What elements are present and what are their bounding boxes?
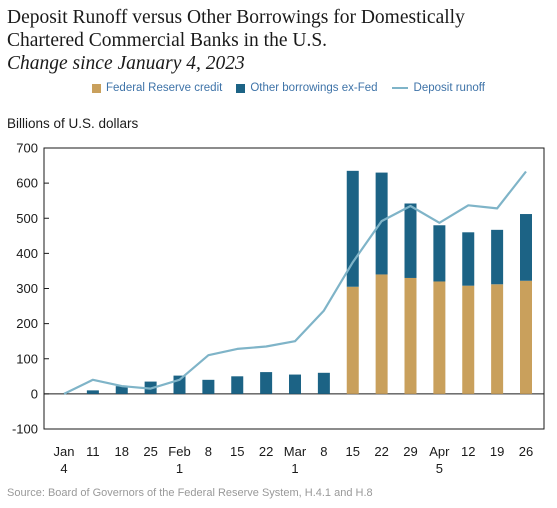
x-tick-label: 22 xyxy=(259,444,273,459)
chart-title-line-1: Deposit Runoff versus Other Borrowings f… xyxy=(7,7,465,28)
bar-fed-credit xyxy=(346,286,359,394)
y-tick-label: 0 xyxy=(31,386,38,401)
bar-other-borrowings xyxy=(231,376,244,394)
x-tick-label: 22 xyxy=(374,444,388,459)
bar-other-borrowings xyxy=(289,374,301,394)
bar-fed-credit xyxy=(491,284,504,394)
x-tick-sublabel: 1 xyxy=(176,461,183,476)
x-tick-label: 12 xyxy=(461,444,475,459)
y-tick-label: 100 xyxy=(16,351,38,366)
bar-fed-credit xyxy=(375,274,388,394)
chart-legend: Federal Reserve credit Other borrowings … xyxy=(92,82,499,94)
bar-other-borrowings xyxy=(520,214,532,281)
y-tick-label: 300 xyxy=(16,281,38,296)
x-tick-label: 15 xyxy=(346,444,360,459)
x-tick-label: 8 xyxy=(205,444,212,459)
x-tick-label: 26 xyxy=(519,444,533,459)
legend-item-other-borrowings: Other borrowings ex-Fed xyxy=(236,82,378,94)
bar-other-borrowings xyxy=(491,229,504,285)
y-tick-label: 700 xyxy=(16,141,38,156)
y-axis-label: Billions of U.S. dollars xyxy=(7,116,139,131)
bar-other-borrowings xyxy=(173,375,186,394)
x-tick-label: 15 xyxy=(230,444,244,459)
y-tick-label: -100 xyxy=(12,422,38,437)
legend-item-deposit-runoff: Deposit runoff xyxy=(391,82,485,94)
bar-fed-credit xyxy=(404,277,417,394)
bar-other-borrowings xyxy=(260,372,273,394)
legend-swatch-fed-credit xyxy=(92,83,101,93)
chart-subtitle: Change since January 4, 2023 xyxy=(7,53,245,74)
legend-item-fed-credit: Federal Reserve credit xyxy=(92,82,222,94)
y-tick-label: 200 xyxy=(16,316,38,331)
y-tick-label: 400 xyxy=(16,246,38,261)
x-tick-label: 18 xyxy=(115,444,129,459)
x-tick-label: Apr xyxy=(429,444,450,459)
legend-swatch-other-borrowings xyxy=(236,83,246,93)
bar-other-borrowings xyxy=(86,390,99,394)
legend-label-fed-credit: Federal Reserve credit xyxy=(106,82,223,94)
x-tick-label: 29 xyxy=(403,444,417,459)
bar-other-borrowings xyxy=(317,372,330,394)
x-tick-label: Feb xyxy=(168,444,190,459)
x-tick-label: 19 xyxy=(490,444,504,459)
bar-other-borrowings xyxy=(202,379,215,394)
x-tick-sublabel: 5 xyxy=(436,461,443,476)
x-tick-label: 11 xyxy=(86,444,100,459)
bar-other-borrowings xyxy=(433,225,446,282)
line-deposit-runoff xyxy=(63,170,527,395)
x-tick-label: Mar xyxy=(284,444,307,459)
y-tick-label: 600 xyxy=(16,176,38,191)
bar-other-borrowings xyxy=(375,172,388,275)
chart-title-line-2: Chartered Commercial Banks in the U.S. xyxy=(7,30,328,51)
legend-label-deposit-runoff: Deposit runoff xyxy=(413,82,485,94)
x-tick-label: 25 xyxy=(143,444,157,459)
bar-fed-credit xyxy=(520,280,532,394)
bar-other-borrowings xyxy=(115,386,128,394)
bar-other-borrowings xyxy=(462,232,475,286)
source-note: Source: Board of Governors of the Federa… xyxy=(7,487,373,499)
x-tick-sublabel: 4 xyxy=(60,461,67,476)
chart-title: Deposit Runoff versus Other Borrowings f… xyxy=(7,6,465,52)
bar-other-borrowings xyxy=(404,203,417,278)
x-tick-sublabel: 1 xyxy=(291,461,298,476)
legend-label-other-borrowings: Other borrowings ex-Fed xyxy=(250,82,378,94)
x-tick-label: 8 xyxy=(320,444,327,459)
bar-fed-credit xyxy=(462,285,475,394)
x-tick-label: Jan xyxy=(54,444,75,459)
legend-swatch-deposit-runoff xyxy=(391,87,408,89)
y-tick-label: 500 xyxy=(16,211,38,226)
bar-fed-credit xyxy=(433,281,446,394)
